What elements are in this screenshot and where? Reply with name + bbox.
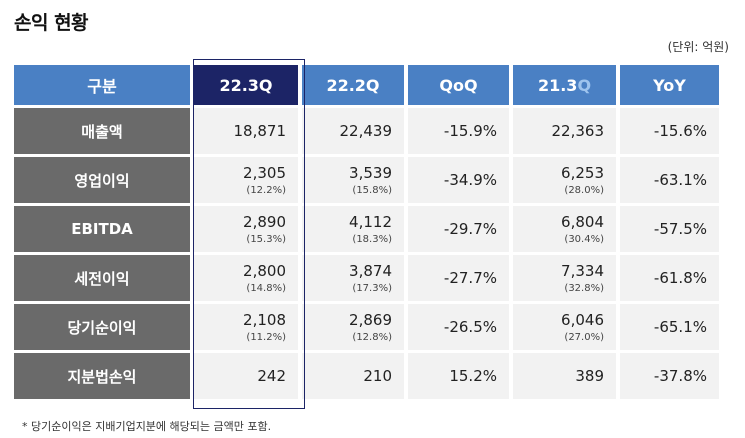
cell-yoy: -37.8%	[620, 353, 719, 399]
cell-qoq: -29.7%	[408, 206, 509, 252]
row-label: 당기순이익	[14, 304, 190, 350]
cell-value: -26.5%	[443, 318, 497, 336]
cell-yoy: -65.1%	[620, 304, 719, 350]
cell-value: 6,046	[561, 311, 604, 329]
cell-21-3q: 6,253 (28.0%)	[513, 157, 616, 203]
row-label: 지분법손익	[14, 353, 190, 399]
cell-value: 389	[575, 367, 604, 385]
cell-value: 242	[257, 367, 286, 385]
cell-margin: (15.8%)	[352, 185, 392, 196]
cell-22-3q: 242	[194, 353, 298, 399]
cell-22-3q: 2,890 (15.3%)	[194, 206, 298, 252]
cell-value: 2,108	[243, 311, 286, 329]
income-table: 구분 22.3Q 22.2Q QoQ 21.3Q YoY 매출액 18,871 …	[10, 62, 723, 402]
cell-22-2q: 22,439	[302, 108, 404, 154]
table-header-row: 구분 22.3Q 22.2Q QoQ 21.3Q YoY	[14, 65, 719, 105]
cell-margin: (18.3%)	[352, 234, 392, 245]
header-22-2q: 22.2Q	[302, 65, 404, 105]
cell-margin: (17.3%)	[352, 283, 392, 294]
table-row: 영업이익 2,305 (12.2%) 3,539 (15.8%) -34.9% 6,…	[14, 157, 719, 203]
cell-value: -29.7%	[443, 220, 497, 238]
cell-22-2q: 210	[302, 353, 404, 399]
cell-21-3q: 7,334 (32.8%)	[513, 255, 616, 301]
cell-value: -37.8%	[653, 367, 707, 385]
table-row: 세전이익 2,800 (14.8%) 3,874 (17.3%) -27.7% 7,…	[14, 255, 719, 301]
cell-22-3q: 2,305 (12.2%)	[194, 157, 298, 203]
cell-margin: (12.2%)	[246, 185, 286, 196]
cell-22-3q: 2,108 (11.2%)	[194, 304, 298, 350]
row-label: 매출액	[14, 108, 190, 154]
cell-value: 18,871	[233, 122, 287, 140]
cell-margin: (32.8%)	[564, 283, 604, 294]
page-title: 손익 현황	[14, 12, 89, 34]
cell-value: 2,869	[349, 311, 392, 329]
cell-value: 6,804	[561, 213, 604, 231]
table-row: 당기순이익 2,108 (11.2%) 2,869 (12.8%) -26.5% 6…	[14, 304, 719, 350]
cell-value: -57.5%	[653, 220, 707, 238]
header-21-3q: 21.3Q	[513, 65, 616, 105]
cell-value: 3,539	[349, 164, 392, 182]
cell-yoy: -61.8%	[620, 255, 719, 301]
cell-22-3q: 2,800 (14.8%)	[194, 255, 298, 301]
cell-margin: (27.0%)	[564, 332, 604, 343]
header-21-3q-year: 21.3	[537, 75, 578, 95]
cell-21-3q: 22,363	[513, 108, 616, 154]
cell-21-3q: 389	[513, 353, 616, 399]
cell-margin: (30.4%)	[564, 234, 604, 245]
header-qoq: QoQ	[408, 65, 509, 105]
cell-qoq: -26.5%	[408, 304, 509, 350]
cell-value: 6,253	[561, 164, 604, 182]
cell-22-3q: 18,871	[194, 108, 298, 154]
cell-value: -61.8%	[653, 269, 707, 287]
cell-margin: (11.2%)	[246, 332, 286, 343]
cell-value: -65.1%	[653, 318, 707, 336]
row-label: EBITDA	[14, 206, 190, 252]
cell-qoq: -34.9%	[408, 157, 509, 203]
cell-value: 3,874	[349, 262, 392, 280]
cell-22-2q: 4,112 (18.3%)	[302, 206, 404, 252]
cell-value: 7,334	[561, 262, 604, 280]
header-yoy: YoY	[620, 65, 719, 105]
cell-value: -27.7%	[443, 269, 497, 287]
cell-value: -34.9%	[443, 171, 497, 189]
cell-yoy: -63.1%	[620, 157, 719, 203]
cell-qoq: 15.2%	[408, 353, 509, 399]
cell-qoq: -15.9%	[408, 108, 509, 154]
cell-value: 22,439	[339, 122, 393, 140]
header-category: 구분	[14, 65, 190, 105]
cell-margin: (14.8%)	[246, 283, 286, 294]
cell-value: 210	[363, 367, 392, 385]
cell-value: -15.6%	[653, 122, 707, 140]
cell-22-2q: 3,874 (17.3%)	[302, 255, 404, 301]
table-row: 지분법손익 242 210 15.2% 389 -37.8%	[14, 353, 719, 399]
cell-margin: (28.0%)	[564, 185, 604, 196]
header-22-3q: 22.3Q	[194, 65, 298, 105]
cell-yoy: -15.6%	[620, 108, 719, 154]
cell-22-2q: 3,539 (15.8%)	[302, 157, 404, 203]
cell-margin: (15.3%)	[246, 234, 286, 245]
cell-value: 15.2%	[449, 367, 497, 385]
cell-qoq: -27.7%	[408, 255, 509, 301]
cell-21-3q: 6,804 (30.4%)	[513, 206, 616, 252]
cell-value: -63.1%	[653, 171, 707, 189]
cell-value: 22,363	[551, 122, 605, 140]
cell-21-3q: 6,046 (27.0%)	[513, 304, 616, 350]
cell-margin: (12.8%)	[352, 332, 392, 343]
cell-value: -15.9%	[443, 122, 497, 140]
footnote: * 당기순이익은 지배기업지분에 해당되는 금액만 포함.	[22, 420, 272, 433]
cell-22-2q: 2,869 (12.8%)	[302, 304, 404, 350]
cell-value: 2,800	[243, 262, 286, 280]
row-label: 세전이익	[14, 255, 190, 301]
cell-value: 4,112	[349, 213, 392, 231]
header-21-3q-quarter: Q	[577, 75, 592, 95]
cell-value: 2,305	[243, 164, 286, 182]
table-row: EBITDA 2,890 (15.3%) 4,112 (18.3%) -29.7% …	[14, 206, 719, 252]
unit-label: (단위: 억원)	[667, 40, 729, 54]
row-label: 영업이익	[14, 157, 190, 203]
table-row: 매출액 18,871 22,439 -15.9% 22,363 -15.6%	[14, 108, 719, 154]
cell-yoy: -57.5%	[620, 206, 719, 252]
cell-value: 2,890	[243, 213, 286, 231]
